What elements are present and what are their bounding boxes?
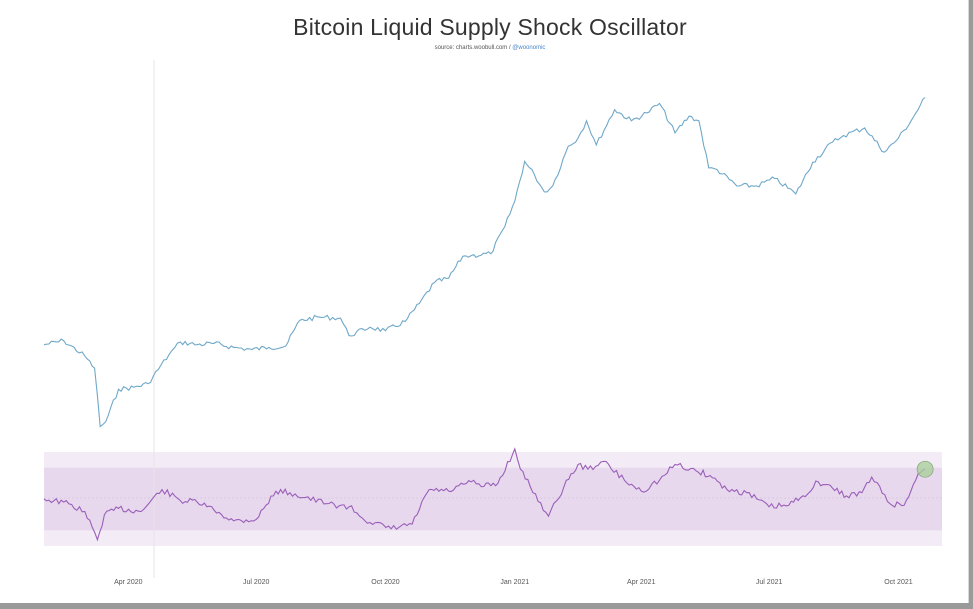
oscillator-band-inner xyxy=(44,467,942,531)
chart-source: source: charts.woobull.com / @woonomic xyxy=(0,45,973,51)
x-tick-label: Oct 2021 xyxy=(884,579,913,586)
x-tick-label: Apr 2021 xyxy=(627,579,656,586)
chart-title: Bitcoin Liquid Supply Shock Oscillator xyxy=(293,14,687,40)
x-tick-label: Oct 2020 xyxy=(371,579,400,586)
x-tick-label: Jul 2020 xyxy=(243,579,270,586)
oscillator-series-line xyxy=(43,447,926,542)
x-axis-ticks: Apr 2020 Jul 2020 Oct 2020 Jan 2021 Apr 2021… xyxy=(114,579,913,586)
x-tick-label: Jul 2021 xyxy=(756,579,783,586)
source-prefix: source: charts.woobull.com / xyxy=(434,45,513,51)
x-tick-label: Jan 2021 xyxy=(500,579,529,586)
oscillator-bands xyxy=(44,452,942,546)
current-value-marker[interactable] xyxy=(916,460,934,478)
price-series-line xyxy=(43,97,926,428)
source-handle-link[interactable]: @woonomic xyxy=(512,45,546,51)
x-tick-label: Apr 2020 xyxy=(114,579,143,586)
